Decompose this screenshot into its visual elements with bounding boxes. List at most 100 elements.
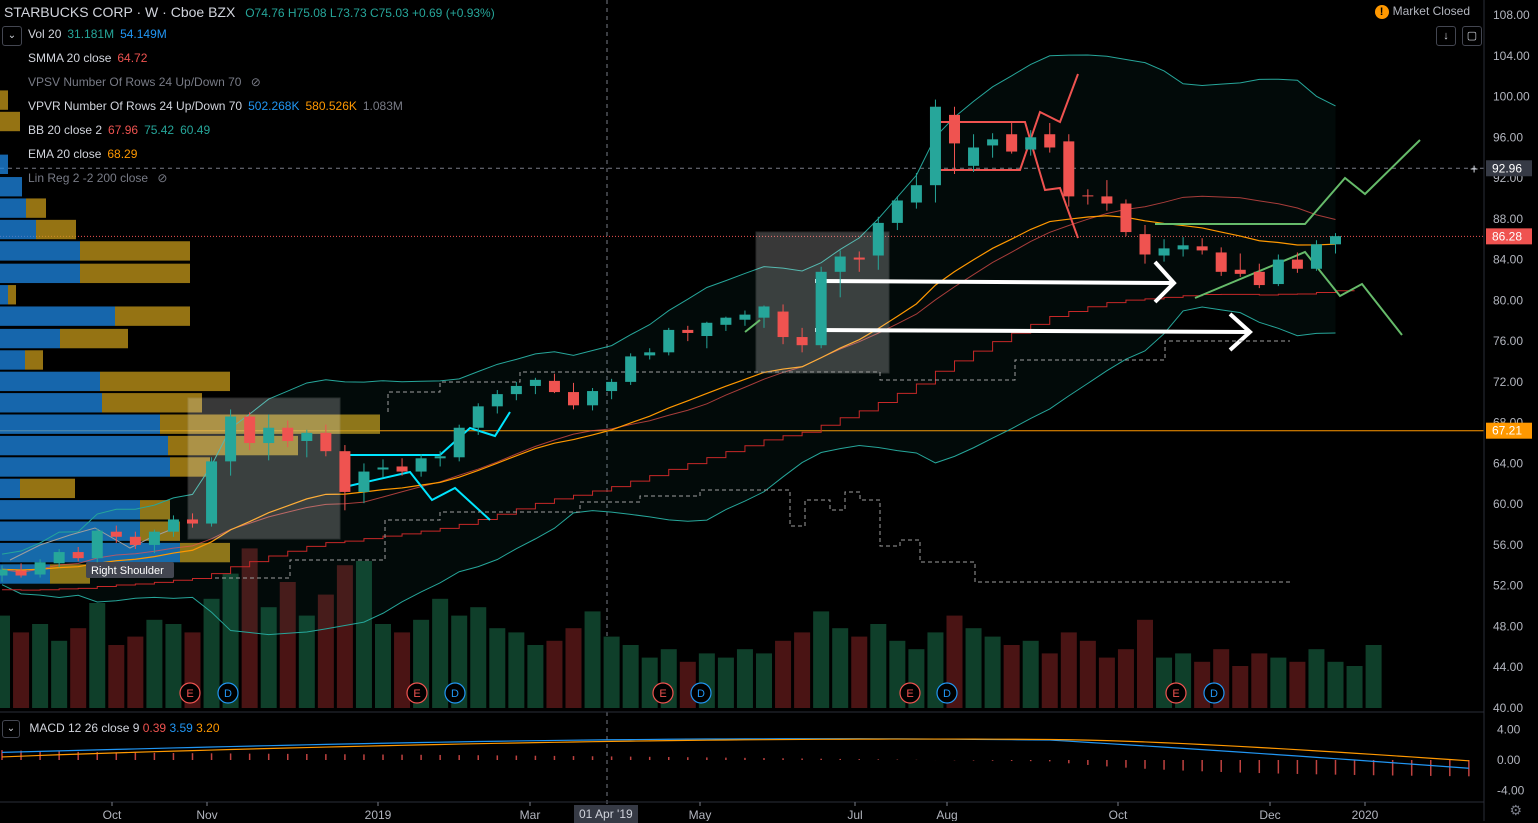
volume-bar <box>1003 645 1020 708</box>
bb-upper-line <box>1 54 1336 555</box>
candle-body <box>510 385 522 395</box>
candle-body <box>167 519 179 532</box>
candle-body <box>1120 203 1132 233</box>
macd-line <box>1 738 1469 769</box>
candle-body <box>53 552 65 564</box>
time-axis[interactable]: Oct Nov 2019 Mar May Jul Aug Oct Dec 2020 <box>103 802 1379 821</box>
collapse-legend-button[interactable]: ⌄ <box>2 26 22 46</box>
vp-up-bar <box>0 500 140 520</box>
price-tick-label: 48.00 <box>1493 619 1523 633</box>
vp-down-bar <box>100 371 230 392</box>
candle-body <box>1044 134 1056 148</box>
vp-down-bar <box>8 285 16 305</box>
candle-body <box>1253 271 1265 286</box>
vp-down-bar <box>60 328 128 349</box>
annotation-bg <box>86 562 174 578</box>
volume-bar <box>70 628 87 708</box>
earnings-marker-label: E <box>906 688 913 700</box>
indicator-row[interactable]: Vol 20 31.181M 54.149M <box>28 26 167 42</box>
vp-up-bar <box>0 154 8 175</box>
eye-off-icon[interactable]: ⊘ <box>154 171 168 185</box>
macd-signal-value: 3.20 <box>196 721 220 736</box>
candle-body <box>377 467 389 470</box>
indicator-row[interactable]: VPSV Number Of Rows 24 Up/Down 70 ⊘ <box>28 74 261 90</box>
candle-body <box>225 416 237 462</box>
indicator-row[interactable]: SMMA 20 close 64.72 <box>28 50 147 66</box>
maximize-icon[interactable]: ▢ <box>1462 26 1482 46</box>
time-tick-label: Nov <box>196 808 217 821</box>
collapse-macd-button[interactable]: ⌄ <box>2 720 20 738</box>
time-tick-label: Oct <box>1109 808 1128 821</box>
vp-down-bar <box>0 111 20 132</box>
volume-bar <box>603 636 620 708</box>
earnings-marker-icon <box>652 682 674 704</box>
candle-body <box>796 337 808 346</box>
vp-up-bar <box>0 393 102 413</box>
indicator-row[interactable]: VPVR Number Of Rows 24 Up/Down 70 502.268… <box>28 98 403 114</box>
candle-body <box>206 461 218 524</box>
volume-bar <box>375 624 391 708</box>
time-tick-label: May <box>689 808 712 821</box>
arrow-down-icon[interactable]: ↓ <box>1436 26 1456 46</box>
candle-body <box>758 306 770 318</box>
symbol-name[interactable]: STARBUCKS CORP · W · Cboe BZX <box>4 4 236 20</box>
volume-bar <box>0 615 10 708</box>
candle-body <box>1101 196 1113 204</box>
last-price-label-bg <box>1486 228 1532 245</box>
price-tick-label: 60.00 <box>1493 497 1523 511</box>
candle-body <box>587 391 599 406</box>
candle-body <box>1158 248 1170 256</box>
indicator-row[interactable]: EMA 20 close 68.29 <box>28 146 137 162</box>
candle-body <box>1330 236 1341 245</box>
candle-body <box>910 185 922 203</box>
eye-off-icon[interactable]: ⊘ <box>247 75 261 89</box>
price-tick-label: 100.00 <box>1493 90 1530 104</box>
indicator-value: 54.149M <box>120 27 167 41</box>
candle-body <box>949 114 960 144</box>
candle-body <box>834 256 846 272</box>
price-axis[interactable]: 108.00104.00100.0096.0092.0088.0084.0080… <box>1483 0 1538 821</box>
dividend-marker-icon <box>936 682 958 704</box>
macd-legend: ⌄ MACD 12 26 close 9 0.39 3.59 3.20 <box>0 720 220 738</box>
volume-bar <box>622 645 639 708</box>
candle-body <box>1177 245 1189 250</box>
regression-channel-line <box>387 340 1290 412</box>
candle-body <box>929 106 941 186</box>
macd-tick-label: -4.00 <box>1497 783 1525 797</box>
symbol-title[interactable]: STARBUCKS CORP · W · Cboe BZX O74.76 H75… <box>4 4 495 21</box>
candle-body <box>606 381 618 392</box>
indicator-row[interactable]: BB 20 close 2 67.96 75.42 60.49 <box>28 122 210 138</box>
candle-body <box>358 471 370 492</box>
price-tick-label: 88.00 <box>1493 212 1523 226</box>
candle-body <box>396 466 408 472</box>
indicator-value: 31.181M <box>67 27 115 41</box>
vp-down-bar <box>36 219 76 240</box>
volume-bar <box>736 649 753 708</box>
vp-up-bar <box>0 414 160 434</box>
indicator-row[interactable]: Lin Reg 2 -2 200 close ⊘ <box>28 170 167 186</box>
projection-path-drawing <box>932 121 1079 239</box>
vp-up-bar <box>0 371 100 392</box>
gear-icon[interactable]: ⚙ <box>1509 802 1522 818</box>
candle-body <box>434 456 446 459</box>
time-tick-label: Aug <box>936 808 957 821</box>
candle-body <box>491 394 503 407</box>
event-markers[interactable]: E D E D E D E D E D + <box>179 160 1478 704</box>
time-tick-label: 2020 <box>1352 808 1379 821</box>
volume-bar <box>203 598 220 708</box>
level-price-label-bg <box>1486 422 1532 439</box>
volume-bar <box>1270 657 1287 708</box>
volume-bar <box>679 661 696 708</box>
volume-bar <box>432 598 449 708</box>
volume-profile <box>0 90 380 584</box>
plus-icon: + <box>1470 160 1478 176</box>
candle-body <box>720 317 732 325</box>
earnings-marker-icon <box>179 682 201 704</box>
candle-body <box>777 311 789 338</box>
volume-bar <box>127 636 144 708</box>
volume-bar <box>756 653 772 708</box>
candle-body <box>1234 269 1246 274</box>
market-status[interactable]: ! Market Closed <box>1374 4 1470 19</box>
vp-up-bar <box>0 350 25 370</box>
